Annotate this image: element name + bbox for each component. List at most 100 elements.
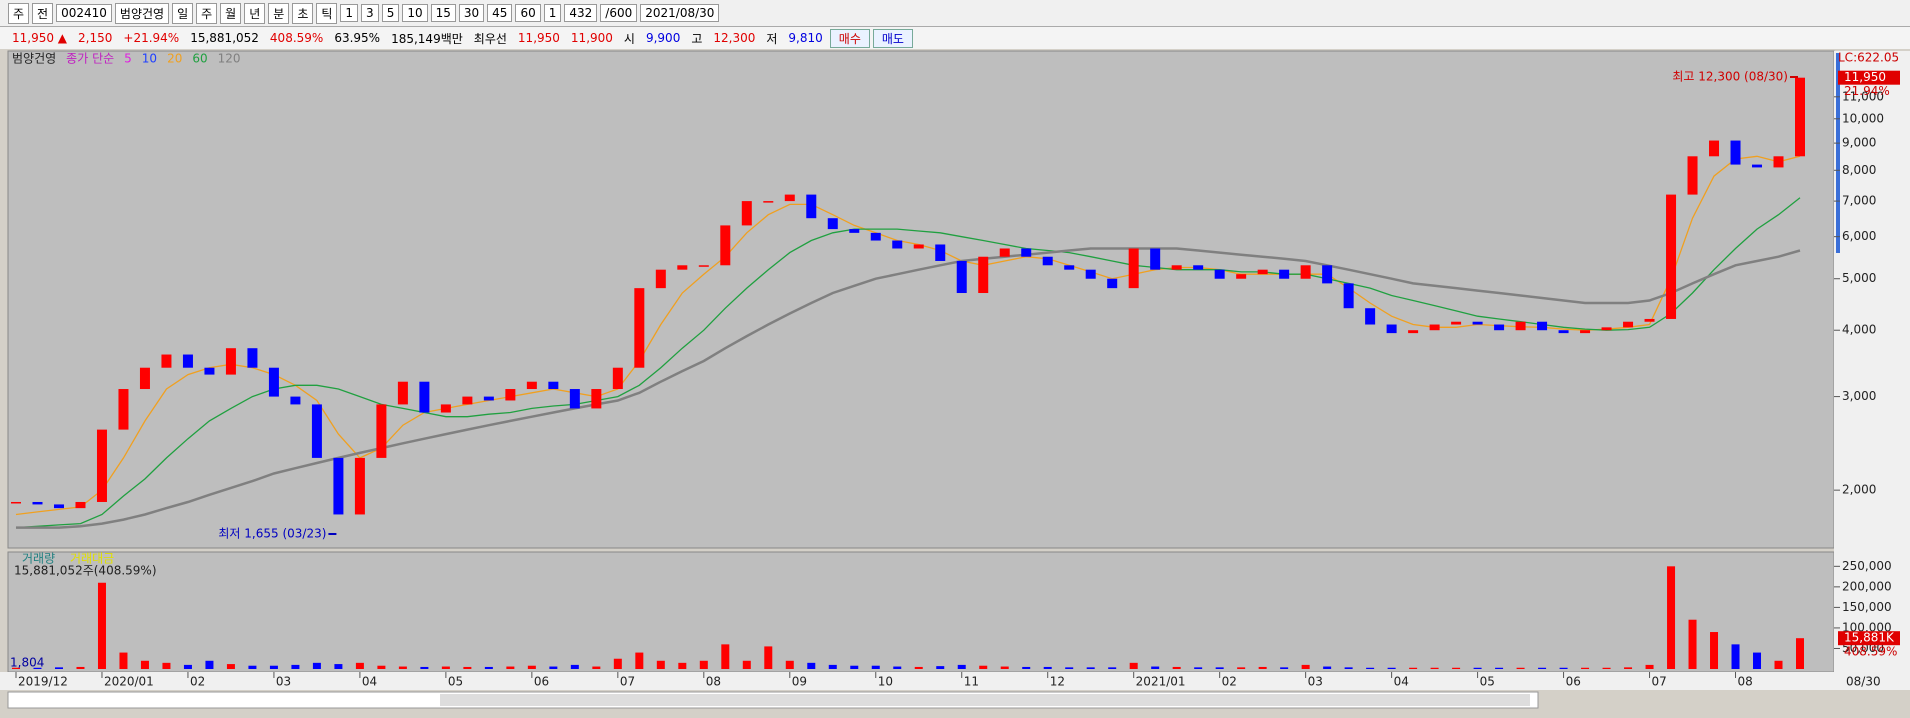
toolbar-item[interactable]: 주 xyxy=(196,2,218,24)
candle xyxy=(591,389,602,409)
volume-bar xyxy=(12,667,20,669)
volume-bar xyxy=(441,666,450,669)
volume-bar xyxy=(635,652,644,669)
legend-item: 20 xyxy=(167,52,182,66)
toolbar-item[interactable]: 1 xyxy=(340,4,359,22)
candle xyxy=(1472,321,1483,325)
candle xyxy=(376,404,387,458)
volume-bar xyxy=(183,664,192,669)
candle xyxy=(1580,330,1591,334)
volume-bar xyxy=(291,664,300,669)
candle xyxy=(1343,283,1354,309)
volume-bar xyxy=(1000,666,1009,669)
toolbar-item[interactable]: 45 xyxy=(487,4,513,22)
quote-item: 11,900 xyxy=(570,31,613,45)
toolbar-item[interactable]: 일 xyxy=(172,2,194,24)
toolbar-item[interactable]: 1 xyxy=(543,4,562,22)
quote-item: 63.95% xyxy=(334,31,381,45)
toolbar-item[interactable]: 범양건영 xyxy=(114,2,170,24)
candle xyxy=(892,240,903,249)
volume-bar xyxy=(54,667,63,669)
volume-bar xyxy=(1366,667,1375,669)
quote-item: 최우선 xyxy=(473,31,507,46)
x-tick-label: 05 xyxy=(448,675,463,689)
volume-bar xyxy=(1065,667,1074,669)
toolbar-item[interactable]: 틱 xyxy=(316,2,338,24)
candle xyxy=(1042,256,1053,266)
legend-label: 범양건영 xyxy=(12,52,56,66)
quote-item: 12,300 xyxy=(713,31,756,45)
volume-bar xyxy=(1409,667,1418,669)
candle xyxy=(462,396,473,405)
candle xyxy=(139,367,150,390)
x-tick-label: 2021/01 xyxy=(1136,675,1186,689)
toolbar-item[interactable]: 전 xyxy=(32,2,54,24)
candle xyxy=(354,457,365,515)
candle xyxy=(440,404,451,413)
volume-bar xyxy=(119,652,128,669)
toolbar-item[interactable]: 2021/08/30 xyxy=(640,4,720,22)
volume-bar xyxy=(527,665,536,669)
toolbar-item[interactable]: 분 xyxy=(268,2,290,24)
y-tick-label: 200,000 xyxy=(1842,579,1892,593)
volume-bar xyxy=(1108,667,1117,669)
candle xyxy=(612,367,623,390)
toolbar-item[interactable]: 5 xyxy=(381,4,400,22)
toolbar-item[interactable]: 월 xyxy=(220,2,242,24)
x-tick-label: 11 xyxy=(964,675,979,689)
sell-button[interactable]: 매도 xyxy=(872,28,913,48)
volume-bar xyxy=(1430,667,1439,669)
volume-bar xyxy=(1387,667,1396,669)
volume-bar xyxy=(420,666,429,669)
toolbar-item[interactable]: 10 xyxy=(402,4,428,22)
quote-item: 185,149백만 xyxy=(391,31,463,46)
moving-average xyxy=(16,247,1801,529)
scale-bar xyxy=(1836,53,1840,253)
candle xyxy=(311,404,322,458)
candle xyxy=(1322,265,1333,284)
candle xyxy=(1171,265,1182,270)
candle xyxy=(935,244,946,261)
y-tick-label: 11,000 xyxy=(1842,89,1884,103)
toolbar-item[interactable]: 60 xyxy=(515,4,541,22)
candle xyxy=(655,269,666,289)
toolbar-item[interactable]: 년 xyxy=(244,2,266,24)
quote-bar: 11,950 ▲ 2,150 +21.94% 15,881,052 408.59% 63.… xyxy=(0,27,1910,49)
y-tick-label: 9,000 xyxy=(1842,136,1876,150)
candle xyxy=(118,389,129,430)
toolbar-item[interactable]: 432 xyxy=(564,4,598,22)
x-tick-label: 05 xyxy=(1480,675,1495,689)
toolbar-item[interactable]: 30 xyxy=(458,4,485,22)
y-tick-label: 8,000 xyxy=(1842,163,1876,177)
volume-bar xyxy=(1344,667,1353,669)
volume-bar xyxy=(1280,667,1289,669)
candle xyxy=(870,232,881,241)
toolbar-item[interactable]: 002410 xyxy=(56,4,112,22)
toolbar-item[interactable]: 초 xyxy=(292,2,314,24)
x-tick-label: 04 xyxy=(1394,675,1409,689)
toolbar-item[interactable]: /600 xyxy=(600,4,638,22)
scroll-thumb[interactable] xyxy=(440,694,1530,706)
candle xyxy=(1709,140,1720,157)
quote-item: +21.94% xyxy=(123,31,180,45)
toolbar-item[interactable]: 주 xyxy=(8,2,30,24)
quote-item: 9,900 xyxy=(645,31,681,45)
volume-summary: 15,881,052주(408.59%) xyxy=(14,564,157,578)
volume-bar xyxy=(1731,644,1740,669)
volume-panel xyxy=(7,551,1835,673)
y-tick-label: 7,000 xyxy=(1842,194,1876,208)
candle xyxy=(247,348,258,368)
quote-item: 11,950 xyxy=(517,31,560,45)
last-volume-pct: 408.59% xyxy=(1844,645,1897,659)
toolbar-item[interactable]: 3 xyxy=(361,4,379,22)
toolbar: 주 전 002410 범양건영 일 주 월 년 분 초 틱 1 3 5 10 15 30 45 60 1 432/600… xyxy=(0,0,1910,27)
candle xyxy=(763,201,774,203)
buy-button[interactable]: 매수 xyxy=(829,28,870,48)
toolbar-item[interactable]: 15 xyxy=(430,4,456,22)
volume-bar xyxy=(1194,667,1203,669)
candle xyxy=(1601,327,1612,331)
last-price-box xyxy=(1838,70,1900,85)
candle xyxy=(161,354,172,368)
quote-item: 11,950 ▲ xyxy=(12,31,68,45)
candle xyxy=(913,244,924,249)
